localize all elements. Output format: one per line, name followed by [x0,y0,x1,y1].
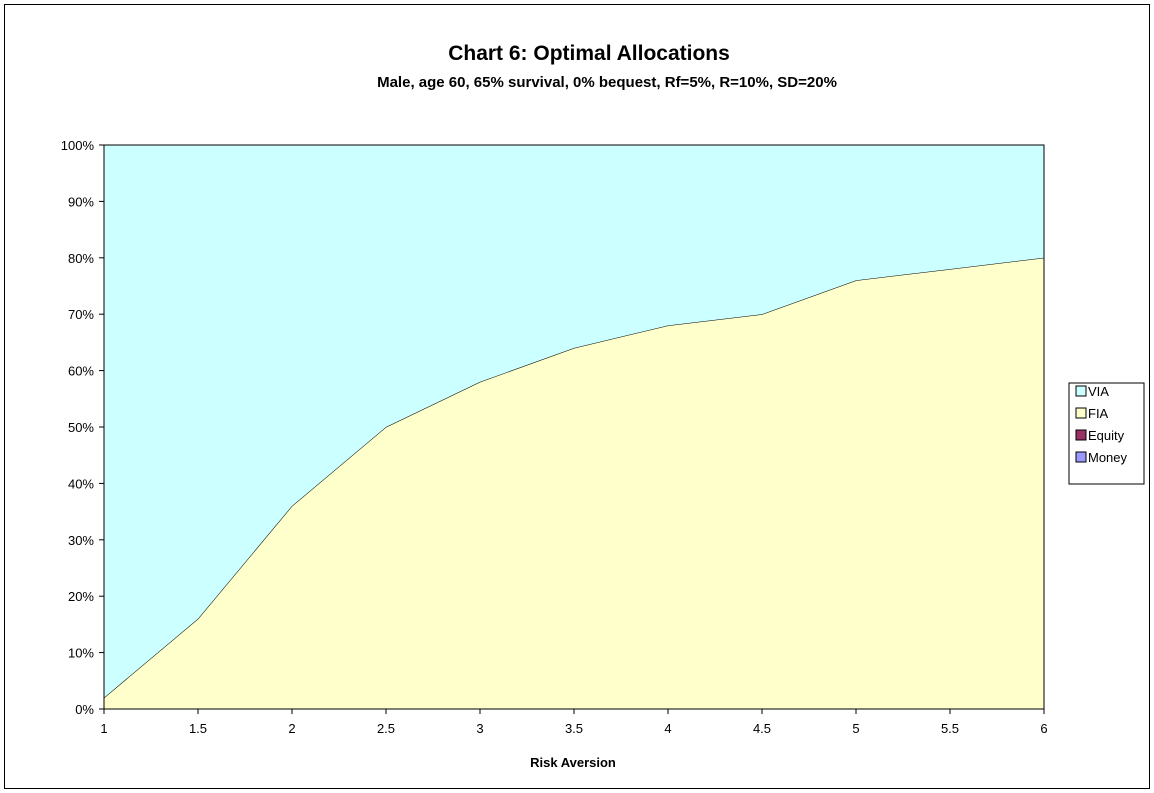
legend-swatch-via [1075,385,1087,397]
legend-swatch-equity [1075,429,1087,441]
x-tick-label: 5 [852,721,859,736]
y-tick-label: 30% [68,533,94,548]
y-tick-label: 50% [68,420,94,435]
chart-svg: Chart 6: Optimal Allocations Male, age 6… [61,42,1145,770]
x-tick-label: 3 [476,721,483,736]
x-tick-label: 5.5 [941,721,959,736]
plot-area [103,144,1045,709]
y-tick-label: 20% [68,589,94,604]
y-tick-label: 40% [68,476,94,491]
x-tick-label: 1.5 [189,721,207,736]
area-via [104,145,1044,698]
legend-label-via: VIA [1088,384,1109,399]
legend-swatch-money [1075,451,1087,463]
legend-label-equity: Equity [1088,428,1125,443]
x-tick-label: 2.5 [377,721,395,736]
legend-label-money: Money [1088,450,1128,465]
y-tick-label: 90% [68,194,94,209]
x-tick-label: 4.5 [753,721,771,736]
x-tick-label: 3.5 [565,721,583,736]
area-fia [104,257,1044,709]
y-tick-label: 100% [61,138,95,153]
y-tick-label: 70% [68,307,94,322]
axes: 0% 10% 20% 30% 40% 50% 60% 70% 80% 90% 100% 1 1.5 2 2.… [61,138,1048,736]
y-tick-label: 10% [68,646,94,661]
chart-subtitle: Male, age 60, 65% survival, 0% bequest, … [377,74,837,91]
chart-frame: Chart 6: Optimal Allocations Male, age 6… [4,4,1150,789]
legend-swatch-fia [1075,407,1087,419]
y-tick-label: 80% [68,251,94,266]
x-axis-title: Risk Aversion [530,755,616,770]
y-tick-label: 0% [75,702,94,717]
x-tick-label: 6 [1040,721,1047,736]
legend: VIA FIA Equity Money [1068,382,1145,485]
x-tick-label: 2 [288,721,295,736]
y-tick-label: 60% [68,364,94,379]
x-tick-label: 1 [100,721,107,736]
chart-title: Chart 6: Optimal Allocations [448,42,730,65]
x-tick-label: 4 [664,721,671,736]
legend-label-fia: FIA [1088,406,1109,421]
